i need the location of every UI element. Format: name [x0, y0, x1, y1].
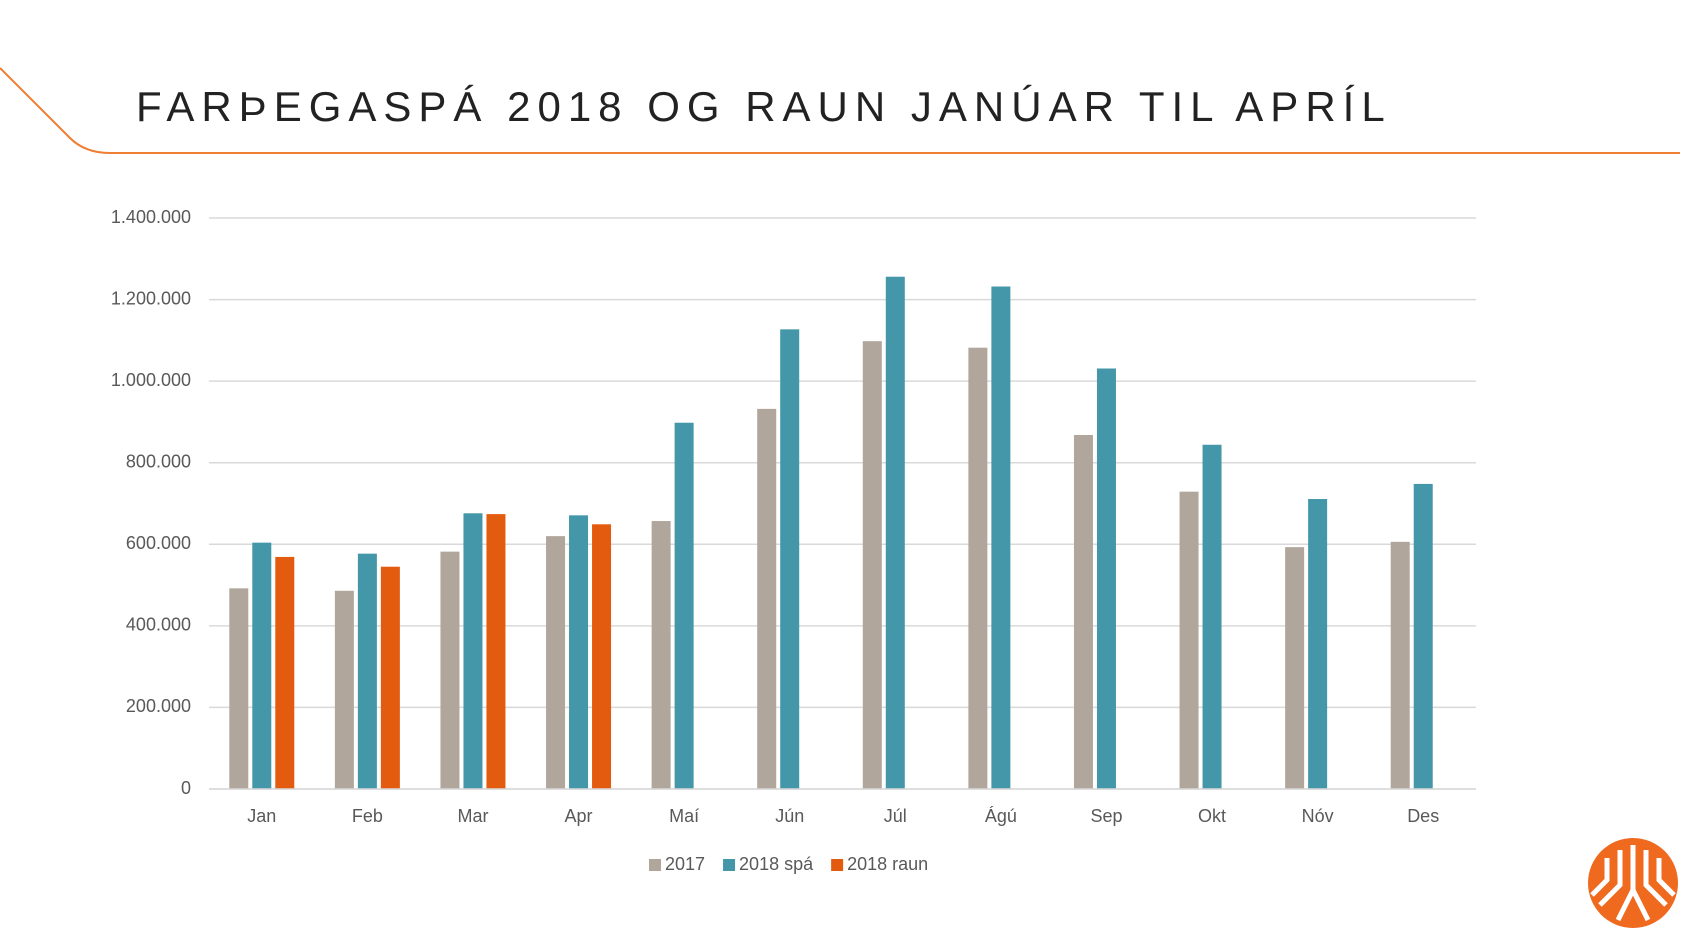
bar	[757, 408, 777, 789]
legend-swatch	[649, 859, 661, 871]
bar	[440, 551, 460, 789]
x-tick-label: Maí	[669, 806, 699, 826]
bar	[1179, 491, 1199, 789]
bar	[252, 542, 272, 789]
x-tick-label: Apr	[565, 806, 593, 826]
y-tick-label: 600.000	[126, 533, 191, 553]
x-tick-label: Okt	[1198, 806, 1226, 826]
bar	[885, 276, 905, 789]
x-tick-label: Feb	[352, 806, 383, 826]
bar	[1285, 547, 1305, 789]
x-tick-label: Jún	[775, 806, 804, 826]
x-tick-label: Jan	[247, 806, 276, 826]
bar	[1202, 444, 1222, 789]
bar	[968, 347, 988, 789]
x-tick-label: Nóv	[1302, 806, 1334, 826]
bar	[275, 556, 295, 789]
logo	[1588, 838, 1678, 928]
bar	[1413, 483, 1433, 789]
bar	[674, 422, 694, 789]
y-tick-label: 1.400.000	[111, 207, 191, 227]
x-tick-label: Sep	[1090, 806, 1122, 826]
bar	[1390, 541, 1410, 789]
bar	[380, 566, 400, 789]
bar	[1096, 368, 1116, 789]
bar	[334, 590, 354, 789]
bar	[229, 588, 249, 789]
bar	[862, 341, 882, 789]
bar	[463, 513, 483, 789]
legend-label: 2017	[665, 854, 705, 874]
bar	[592, 524, 612, 789]
y-tick-label: 400.000	[126, 615, 191, 635]
bar	[486, 514, 506, 789]
header-rule	[0, 67, 1680, 154]
y-tick-label: 800.000	[126, 451, 191, 471]
y-tick-label: 200.000	[126, 696, 191, 716]
legend-label: 2018 spá	[739, 854, 814, 874]
y-tick-label: 1.000.000	[111, 370, 191, 390]
chart-title: FARÞEGASPÁ 2018 OG RAUN JANÚAR TIL APRÍL	[136, 83, 1392, 130]
x-tick-label: Júl	[884, 806, 907, 826]
x-tick-label: Des	[1407, 806, 1439, 826]
bar	[1073, 434, 1093, 789]
bar	[546, 536, 566, 789]
legend-swatch	[723, 859, 736, 871]
bar	[780, 329, 800, 789]
y-tick-label: 1.200.000	[111, 288, 191, 308]
bar	[569, 515, 589, 789]
bar	[991, 286, 1011, 789]
bar	[651, 521, 671, 789]
y-tick-label: 0	[181, 778, 191, 798]
bar	[357, 553, 377, 789]
legend-label: 2018 raun	[847, 854, 928, 874]
bar	[1308, 499, 1328, 789]
x-tick-label: Mar	[457, 806, 488, 826]
legend-swatch	[831, 859, 844, 871]
x-tick-label: Ágú	[985, 806, 1017, 826]
